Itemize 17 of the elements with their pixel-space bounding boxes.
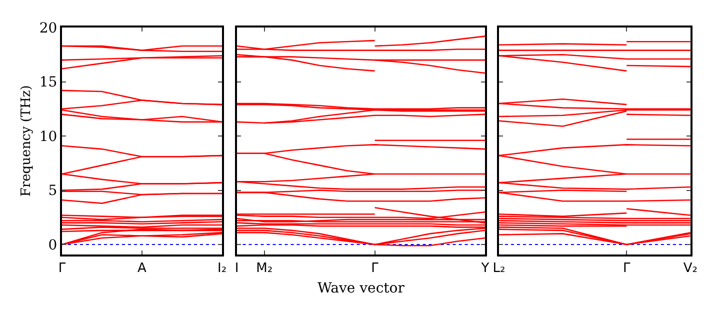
x-tick-label: I₂: [218, 260, 227, 276]
x-tick-label: V₂: [683, 260, 698, 276]
x-tick-label: A: [138, 260, 147, 276]
x-tick-label: Γ: [371, 260, 380, 276]
x-tick-label: I: [234, 260, 239, 276]
y-tick-label: 10: [39, 128, 58, 145]
x-tick-label: L₂: [492, 260, 506, 276]
y-tick-label: 15: [39, 74, 58, 91]
x-tick-label: M₂: [256, 260, 273, 276]
y-tick-label: 5: [48, 183, 58, 200]
y-tick-label: 0: [48, 237, 58, 254]
x-tick-label: Y: [480, 260, 490, 276]
x-axis-title: Wave vector: [317, 280, 405, 297]
y-axis-title: Frequency (THz): [18, 85, 34, 197]
x-tick-label: Γ: [622, 260, 631, 276]
x-tick-label: Γ: [58, 260, 66, 276]
y-tick-label: 20: [39, 20, 58, 36]
